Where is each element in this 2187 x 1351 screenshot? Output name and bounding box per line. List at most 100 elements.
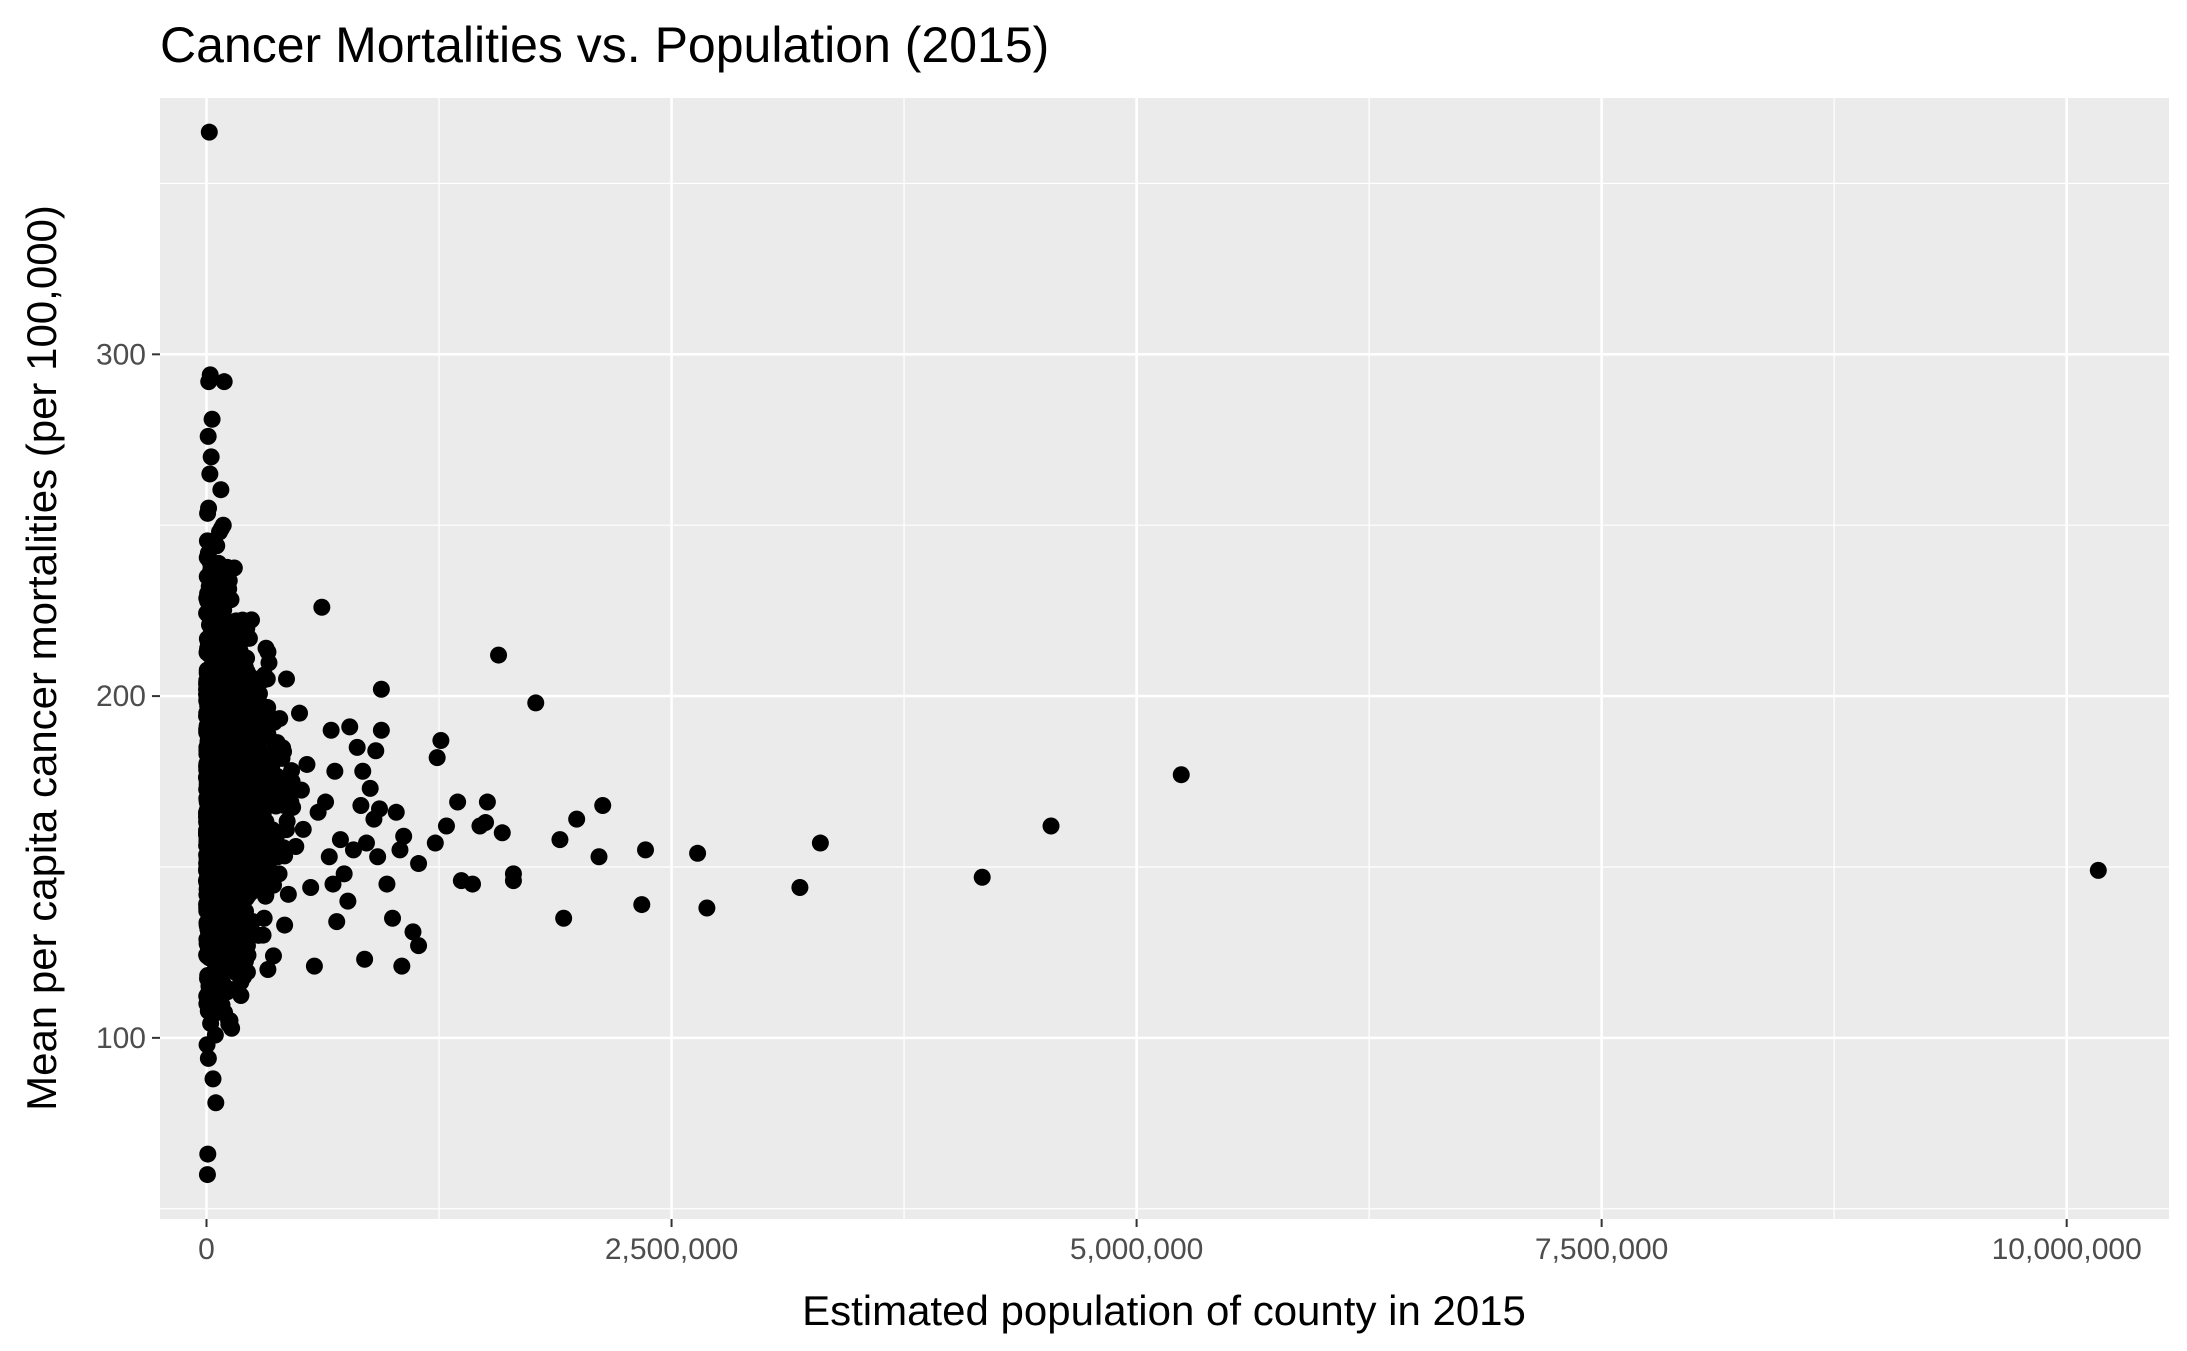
data-point: [490, 646, 508, 664]
data-point: [259, 699, 277, 717]
data-point: [255, 791, 273, 809]
chart-title: Cancer Mortalities vs. Population (2015): [160, 17, 1049, 73]
data-point: [555, 909, 573, 927]
data-point: [594, 796, 612, 814]
data-point: [227, 656, 245, 674]
data-point: [328, 913, 346, 931]
data-point: [348, 738, 366, 756]
data-point: [200, 832, 218, 850]
data-point: [251, 853, 269, 871]
data-point: [471, 817, 489, 835]
data-point: [199, 1145, 217, 1163]
minor-gridlines: [160, 98, 2169, 1219]
data-point: [202, 658, 220, 676]
data-point: [199, 504, 217, 522]
data-point: [207, 1094, 225, 1112]
data-point: [199, 970, 217, 988]
data-point: [203, 410, 221, 428]
data-point: [633, 896, 651, 914]
data-point: [410, 855, 428, 873]
data-point: [369, 848, 387, 866]
data-point: [221, 855, 239, 873]
x-tick-label: 7,500,000: [1535, 1233, 1668, 1266]
data-point: [292, 781, 310, 799]
data-point: [275, 796, 293, 814]
data-point: [215, 373, 233, 391]
data-point: [344, 841, 362, 859]
data-point: [277, 780, 295, 798]
data-point: [378, 875, 396, 893]
data-point: [263, 821, 281, 839]
data-point: [294, 820, 312, 838]
data-point: [198, 946, 216, 964]
data-point: [437, 817, 455, 835]
data-point: [637, 841, 655, 859]
data-points: [198, 123, 2107, 1184]
data-point: [200, 373, 218, 391]
data-point: [372, 721, 390, 739]
data-point: [326, 762, 344, 780]
data-point: [232, 786, 250, 804]
data-point: [973, 868, 991, 886]
data-point: [354, 762, 372, 780]
data-point: [199, 427, 217, 445]
data-point: [218, 941, 236, 959]
data-point: [811, 834, 829, 852]
data-point: [229, 832, 247, 850]
data-point: [387, 803, 405, 821]
data-point: [199, 791, 217, 809]
data-point: [1042, 817, 1060, 835]
data-point: [258, 746, 276, 764]
data-point: [200, 123, 218, 141]
data-point: [393, 957, 411, 975]
data-point: [527, 694, 545, 712]
data-point: [221, 702, 239, 720]
data-point: [365, 810, 383, 828]
data-point: [1172, 766, 1190, 784]
plot-panel: [160, 98, 2169, 1219]
data-point: [2089, 861, 2107, 879]
y-tick-label: 200: [96, 680, 146, 713]
data-point: [391, 841, 409, 859]
y-tick-label: 300: [96, 338, 146, 371]
data-point: [199, 1049, 217, 1067]
x-tick-label: 2,500,000: [605, 1233, 738, 1266]
data-point: [428, 749, 446, 767]
data-point: [259, 961, 277, 979]
data-point: [291, 704, 309, 722]
data-point: [279, 885, 297, 903]
data-point: [198, 741, 216, 759]
data-point: [260, 654, 278, 672]
data-point: [241, 809, 259, 827]
data-point: [395, 827, 413, 845]
data-point: [452, 872, 470, 890]
data-point: [222, 769, 240, 787]
data-point: [201, 704, 219, 722]
data-point: [302, 878, 320, 896]
data-point: [233, 870, 251, 888]
data-point: [208, 813, 226, 831]
data-point: [320, 848, 338, 866]
data-point: [232, 986, 250, 1004]
data-point: [236, 952, 254, 970]
data-point: [493, 824, 511, 842]
data-point: [217, 801, 235, 819]
data-point: [201, 465, 219, 483]
data-point: [278, 812, 296, 830]
data-point: [202, 532, 220, 550]
data-point: [298, 755, 316, 773]
data-point: [305, 957, 323, 975]
data-point: [568, 810, 586, 828]
data-point: [551, 831, 569, 849]
data-point: [372, 680, 390, 698]
x-tick-label: 5,000,000: [1070, 1233, 1203, 1266]
data-point: [791, 878, 809, 896]
data-point: [265, 876, 283, 894]
data-point: [309, 803, 327, 821]
data-point: [202, 448, 220, 466]
data-point: [352, 796, 370, 814]
data-point: [242, 774, 260, 792]
data-point: [223, 680, 241, 698]
data-point: [367, 742, 385, 760]
